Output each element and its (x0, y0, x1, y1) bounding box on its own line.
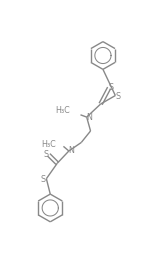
Text: S: S (115, 92, 120, 101)
Text: S: S (41, 175, 46, 184)
Text: S: S (109, 83, 114, 92)
Text: N: N (86, 113, 92, 122)
Text: N: N (68, 147, 74, 156)
Text: H₃C: H₃C (55, 106, 70, 116)
Text: H₃C: H₃C (42, 140, 57, 148)
Text: S: S (43, 150, 48, 158)
